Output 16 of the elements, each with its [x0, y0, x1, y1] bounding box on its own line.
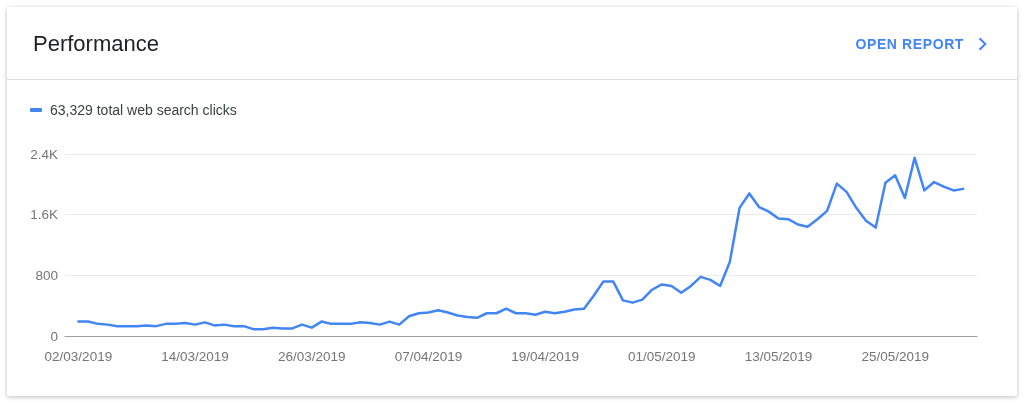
y-tick-label: 2.4K: [30, 146, 58, 162]
x-tick-label: 14/03/2019: [161, 348, 229, 364]
text: OPEN REPORT: [855, 35, 964, 53]
line-series: [77, 156, 965, 331]
y-tick-label: 1.6K: [30, 207, 58, 223]
x-tick-label: 26/03/2019: [277, 348, 346, 364]
x-tick-label: 01/05/2019: [628, 348, 696, 364]
x-tick-label: 19/04/2019: [511, 348, 579, 364]
chart-title: Performance: [33, 31, 159, 57]
legend-label: 63,329 total web search clicks: [50, 102, 237, 118]
y-tick-label: 800: [35, 267, 58, 283]
y-tick-label: 0: [50, 328, 58, 344]
x-tick-label: 02/03/2019: [44, 348, 113, 364]
x-tick-label: 25/05/2019: [861, 348, 929, 364]
x-tick-label: 13/05/2019: [744, 348, 813, 364]
x-tick-label: 07/04/2019: [394, 348, 463, 364]
